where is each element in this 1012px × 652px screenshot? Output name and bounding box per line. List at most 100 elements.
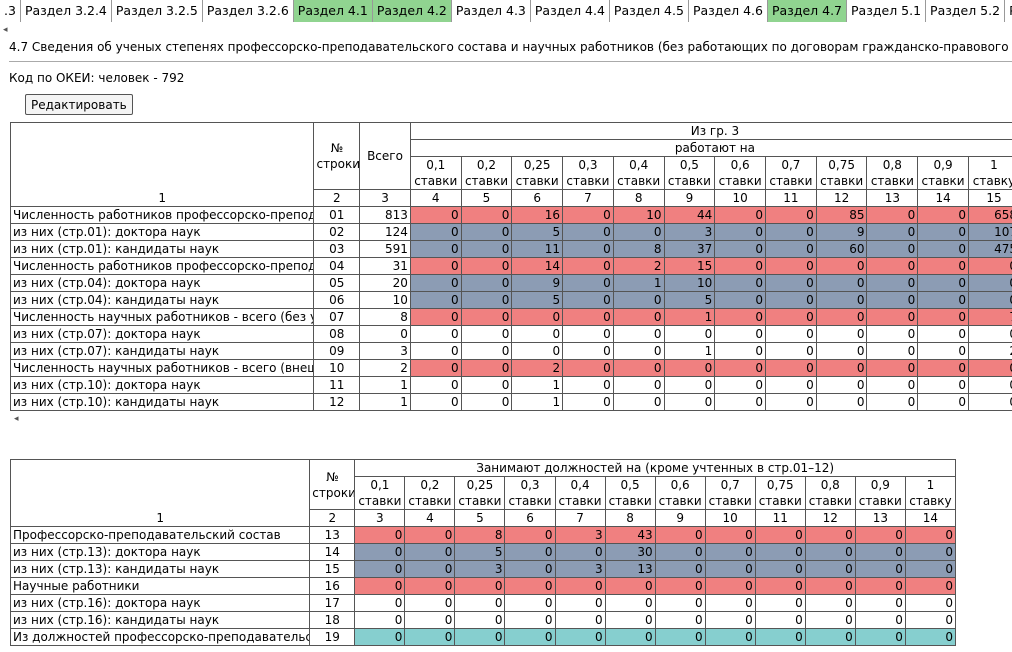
value-cell[interactable]: 0 bbox=[714, 376, 767, 394]
value-cell[interactable]: 1 bbox=[511, 393, 564, 411]
value-cell[interactable]: 2 bbox=[967, 342, 1012, 360]
value-cell[interactable]: 0 bbox=[454, 628, 506, 646]
value-cell[interactable]: 0 bbox=[409, 223, 462, 241]
value-cell[interactable]: 0 bbox=[354, 577, 406, 595]
value-cell[interactable]: 0 bbox=[612, 342, 665, 360]
value-cell[interactable]: 0 bbox=[815, 393, 868, 411]
value-cell[interactable]: 0 bbox=[663, 359, 716, 377]
value-cell[interactable]: 0 bbox=[504, 526, 556, 544]
value-cell[interactable]: 0 bbox=[967, 257, 1012, 275]
value-cell[interactable]: 0 bbox=[404, 628, 456, 646]
value-cell[interactable]: 0 bbox=[663, 376, 716, 394]
value-cell[interactable]: 0 bbox=[409, 240, 462, 258]
value-cell[interactable]: 0 bbox=[562, 325, 614, 343]
value-cell[interactable]: 0 bbox=[765, 342, 817, 360]
value-cell[interactable]: 0 bbox=[815, 325, 868, 343]
value-cell[interactable]: 0 bbox=[654, 560, 706, 578]
value-cell[interactable]: 0 bbox=[454, 611, 506, 629]
value-cell[interactable]: 0 bbox=[354, 594, 406, 612]
value-cell[interactable]: 9 bbox=[511, 274, 564, 292]
value-cell[interactable]: 0 bbox=[866, 223, 919, 241]
value-cell[interactable]: 0 bbox=[714, 342, 767, 360]
value-cell[interactable]: 0 bbox=[967, 274, 1012, 292]
value-cell[interactable]: 0 bbox=[917, 206, 969, 224]
value-cell[interactable]: 0 bbox=[714, 223, 767, 241]
value-cell[interactable]: 5 bbox=[454, 543, 506, 561]
value-cell[interactable]: 0 bbox=[654, 628, 706, 646]
value-cell[interactable]: 0 bbox=[409, 274, 462, 292]
value-cell[interactable]: 0 bbox=[917, 376, 969, 394]
value-cell[interactable]: 0 bbox=[562, 291, 614, 309]
value-cell[interactable]: 0 bbox=[866, 206, 919, 224]
value-cell[interactable]: 8 bbox=[612, 240, 665, 258]
value-cell[interactable]: 0 bbox=[904, 628, 957, 646]
value-cell[interactable]: 0 bbox=[460, 257, 513, 275]
value-cell[interactable]: 0 bbox=[866, 240, 919, 258]
value-cell[interactable]: 0 bbox=[554, 594, 606, 612]
value-cell[interactable]: 0 bbox=[967, 359, 1012, 377]
value-cell[interactable]: 0 bbox=[460, 325, 513, 343]
value-cell[interactable]: 0 bbox=[460, 291, 513, 309]
value-cell[interactable]: 0 bbox=[754, 628, 806, 646]
value-cell[interactable]: 0 bbox=[404, 577, 456, 595]
value-cell[interactable]: 0 bbox=[704, 543, 756, 561]
value-cell[interactable]: 0 bbox=[554, 543, 606, 561]
value-cell[interactable]: 1 bbox=[511, 376, 564, 394]
value-cell[interactable]: 16 bbox=[511, 206, 564, 224]
value-cell[interactable]: 0 bbox=[804, 560, 856, 578]
value-cell[interactable]: 0 bbox=[504, 628, 556, 646]
value-cell[interactable]: 0 bbox=[409, 206, 462, 224]
value-cell[interactable]: 0 bbox=[612, 325, 665, 343]
value-cell[interactable]: 30 bbox=[604, 543, 656, 561]
value-cell[interactable]: 0 bbox=[404, 611, 456, 629]
value-cell[interactable]: 9 bbox=[815, 223, 868, 241]
value-cell[interactable]: 0 bbox=[562, 257, 614, 275]
value-cell[interactable]: 0 bbox=[654, 594, 706, 612]
value-cell[interactable]: 11 bbox=[511, 240, 564, 258]
value-cell[interactable]: 2 bbox=[612, 257, 665, 275]
value-cell[interactable]: 0 bbox=[409, 376, 462, 394]
scroll-left-arrow-icon[interactable]: ◂ bbox=[3, 25, 8, 35]
value-cell[interactable]: 0 bbox=[704, 594, 756, 612]
value-cell[interactable]: 0 bbox=[460, 359, 513, 377]
value-cell[interactable]: 0 bbox=[854, 577, 906, 595]
tab-5[interactable]: Раздел 4.2 bbox=[372, 0, 452, 22]
value-cell[interactable]: 0 bbox=[562, 240, 614, 258]
value-cell[interactable]: 0 bbox=[554, 577, 606, 595]
value-cell[interactable]: 60 bbox=[815, 240, 868, 258]
value-cell[interactable]: 0 bbox=[562, 393, 614, 411]
value-cell[interactable]: 0 bbox=[554, 611, 606, 629]
tab-13[interactable]: Раздел bbox=[1005, 0, 1012, 22]
value-cell[interactable]: 0 bbox=[714, 393, 767, 411]
value-cell[interactable]: 0 bbox=[765, 257, 817, 275]
value-cell[interactable]: 107 bbox=[967, 223, 1012, 241]
value-cell[interactable]: 0 bbox=[866, 342, 919, 360]
value-cell[interactable]: 15 bbox=[663, 257, 716, 275]
value-cell[interactable]: 0 bbox=[967, 291, 1012, 309]
value-cell[interactable]: 475 bbox=[967, 240, 1012, 258]
value-cell[interactable]: 0 bbox=[562, 274, 614, 292]
value-cell[interactable]: 13 bbox=[604, 560, 656, 578]
value-cell[interactable]: 0 bbox=[854, 611, 906, 629]
value-cell[interactable]: 44 bbox=[663, 206, 716, 224]
tab-7[interactable]: Раздел 4.4 bbox=[531, 0, 610, 22]
value-cell[interactable]: 0 bbox=[460, 308, 513, 326]
tab-4[interactable]: Раздел 4.1 bbox=[293, 0, 373, 22]
value-cell[interactable]: 0 bbox=[354, 628, 406, 646]
value-cell[interactable]: 0 bbox=[404, 594, 456, 612]
value-cell[interactable]: 0 bbox=[967, 325, 1012, 343]
value-cell[interactable]: 0 bbox=[754, 577, 806, 595]
value-cell[interactable]: 0 bbox=[804, 577, 856, 595]
value-cell[interactable]: 658 bbox=[967, 206, 1012, 224]
value-cell[interactable]: 0 bbox=[804, 628, 856, 646]
value-cell[interactable]: 1 bbox=[612, 274, 665, 292]
value-cell[interactable]: 0 bbox=[866, 291, 919, 309]
value-cell[interactable]: 0 bbox=[354, 560, 406, 578]
value-cell[interactable]: 0 bbox=[815, 359, 868, 377]
value-cell[interactable]: 0 bbox=[754, 611, 806, 629]
value-cell[interactable]: 0 bbox=[612, 393, 665, 411]
value-cell[interactable]: 0 bbox=[714, 291, 767, 309]
value-cell[interactable]: 0 bbox=[460, 240, 513, 258]
value-cell[interactable]: 0 bbox=[917, 257, 969, 275]
value-cell[interactable]: 10 bbox=[612, 206, 665, 224]
